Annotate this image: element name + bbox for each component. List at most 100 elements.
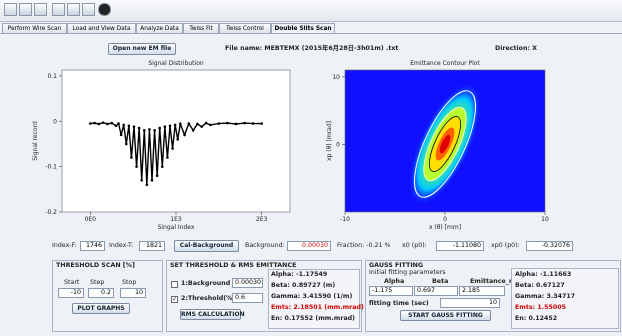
- input[interactable]: 1746: [80, 241, 105, 251]
- signal-point: [140, 178, 144, 182]
- input[interactable]: 0.00030: [232, 278, 263, 288]
- signal-point: [160, 165, 164, 168]
- toolbar-button[interactable]: [82, 3, 95, 16]
- signal-point: [124, 142, 128, 146]
- signal-point: [93, 121, 96, 125]
- signal-point: [208, 123, 212, 127]
- signal-point: [127, 124, 131, 128]
- signal-point: [217, 122, 221, 125]
- spinner[interactable]: 0.2: [88, 288, 114, 298]
- tab[interactable]: Perform Wire Scan: [2, 23, 67, 33]
- column-header: Alpha: [384, 278, 405, 285]
- x-tick-label: 1E3: [170, 216, 182, 223]
- input[interactable]: 0.6: [232, 293, 263, 303]
- signal-point: [137, 126, 141, 130]
- label: Index-F:: [52, 242, 77, 249]
- x-tick-label: -10: [340, 216, 350, 223]
- checkbox[interactable]: ✓: [171, 296, 178, 303]
- gauss-button[interactable]: START GAUSS FITTING: [400, 310, 491, 321]
- result: En: 0.12452: [515, 315, 558, 322]
- y-tick-label: -0.2: [45, 209, 57, 216]
- open-button[interactable]: Open new EM file: [108, 43, 176, 55]
- tab[interactable]: Double Slits Scan: [271, 23, 335, 33]
- input[interactable]: -1.11080: [436, 241, 484, 251]
- signal-point: [155, 174, 159, 178]
- x-axis-label: x (θ) [mm]: [429, 224, 461, 231]
- result: Alpha: -1.11663: [515, 271, 572, 278]
- signal-point: [191, 129, 195, 132]
- signal-point: [168, 124, 172, 128]
- label: 2:Threshold(%): [181, 295, 236, 302]
- label: x0 (p0):: [402, 242, 427, 249]
- label: xp0 (p0):: [491, 242, 520, 249]
- y-tick-label: -0.1: [45, 164, 57, 171]
- label: Fraction: -0.21 %: [337, 242, 391, 249]
- signal-point: [150, 178, 154, 182]
- signal-point: [130, 156, 133, 159]
- label: Index-T:: [109, 242, 134, 249]
- signal-point: [158, 126, 162, 130]
- toolbar-button[interactable]: [98, 3, 111, 16]
- result: Alpha: -1.17549: [271, 271, 328, 278]
- file-name: File name: MEBTEMX (2015年6月28日-3h01m) .t…: [225, 45, 399, 52]
- spinner[interactable]: -10: [58, 288, 84, 298]
- signal-point: [88, 122, 92, 125]
- input[interactable]: 0.00030: [287, 241, 331, 251]
- x-axis-label: Singal Index: [158, 224, 195, 231]
- contour: [409, 83, 481, 205]
- tab[interactable]: Load and View Data: [67, 23, 136, 33]
- column-header: Beta: [432, 278, 449, 285]
- results-box: [268, 269, 360, 329]
- input[interactable]: -0.32076: [526, 241, 573, 251]
- checkbox[interactable]: [171, 281, 178, 288]
- threshold-panel: [52, 260, 163, 332]
- y-axis-label: xp (θ) [mrad]: [326, 121, 333, 161]
- signal-point: [200, 125, 204, 129]
- signal-point: [226, 121, 229, 125]
- signal-point: [178, 122, 182, 126]
- input[interactable]: 1821: [139, 241, 165, 251]
- gauss-panel: [365, 260, 621, 332]
- y-tick-label: 0.1: [47, 73, 57, 80]
- spinner[interactable]: 10: [120, 288, 146, 298]
- rms-button[interactable]: RMS CALCULATION: [180, 309, 245, 320]
- signal-point: [196, 122, 199, 126]
- toolbar-button[interactable]: [34, 3, 47, 16]
- tab-border: [0, 33, 622, 34]
- signal-point: [173, 123, 177, 127]
- tab[interactable]: Twiss Fit: [183, 23, 219, 33]
- x-tick-label: 10: [541, 216, 549, 223]
- toolbar-button[interactable]: [19, 3, 32, 16]
- input[interactable]: 0.697: [414, 286, 458, 296]
- plot-button[interactable]: PLOT GRAPHS: [72, 303, 130, 314]
- signal-point: [148, 128, 151, 131]
- input[interactable]: 2.185: [459, 286, 505, 296]
- x-tick-label: 2E3: [256, 216, 268, 223]
- signal-point: [101, 121, 105, 124]
- result: Emts: 1.55005: [515, 304, 567, 311]
- contour-line: [414, 90, 476, 198]
- cal-button[interactable]: Cal-Background: [174, 240, 239, 252]
- column-header: Emittance_n: [470, 278, 514, 285]
- toolbar-button[interactable]: [67, 3, 80, 16]
- x-tick-label: 0: [443, 216, 447, 223]
- signal-point: [163, 125, 167, 129]
- signal-point: [142, 129, 146, 132]
- toolbar-button[interactable]: [52, 3, 65, 16]
- signal-point: [132, 125, 136, 129]
- label: Start: [64, 279, 80, 286]
- signal-point: [122, 123, 126, 127]
- input[interactable]: -1.175: [369, 286, 413, 296]
- signal-point: [251, 122, 255, 125]
- results-box: [511, 268, 619, 329]
- y-axis-label: Signal record: [32, 121, 39, 161]
- tab[interactable]: Twiss Control: [219, 23, 271, 33]
- signal-point: [183, 133, 186, 137]
- spinner[interactable]: 10: [440, 298, 500, 308]
- signal-point: [153, 129, 156, 132]
- signal-point: [106, 122, 109, 126]
- tab[interactable]: Analyze Data: [136, 23, 183, 33]
- toolbar-button[interactable]: [4, 3, 17, 16]
- signal-plot-area: [61, 69, 291, 213]
